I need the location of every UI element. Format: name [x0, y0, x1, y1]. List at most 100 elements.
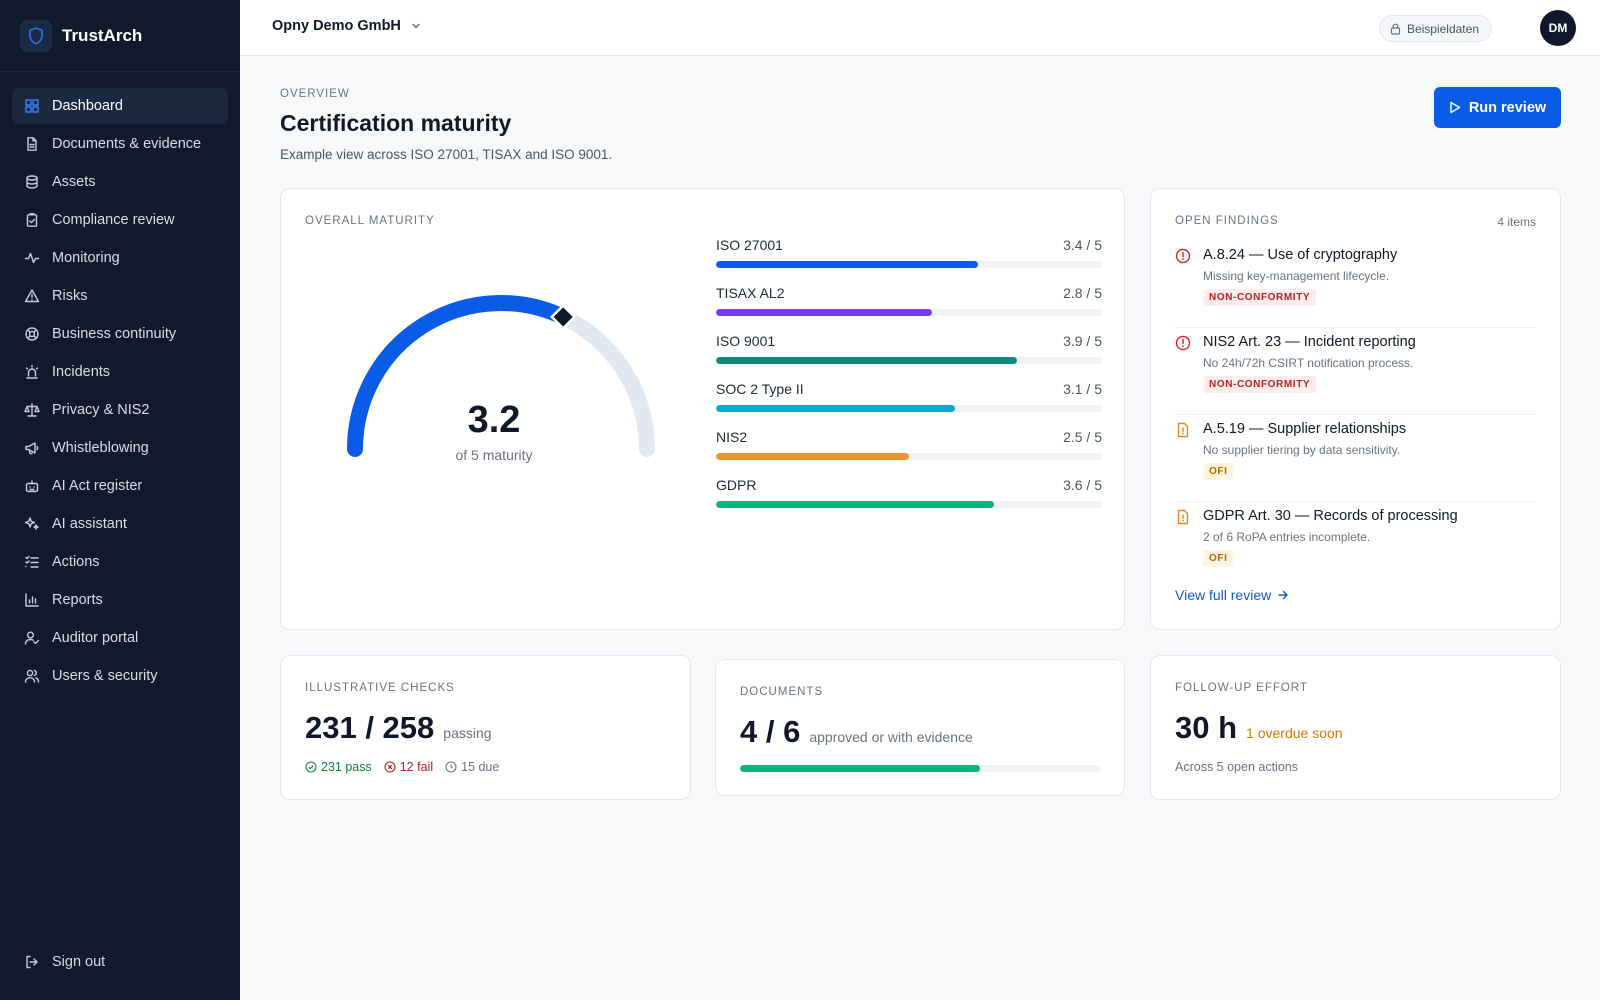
- finding-title: A.8.24 — Use of cryptography: [1203, 247, 1398, 263]
- documents-value: 4 / 6: [740, 714, 801, 749]
- sidebar-item-label: Compliance review: [52, 212, 175, 228]
- arrow-right-icon: [1278, 590, 1288, 600]
- framework-name: NIS2: [716, 429, 748, 445]
- framework-bar-track: [716, 309, 1102, 316]
- sidebar-item-label: Incidents: [52, 364, 111, 380]
- finding-item[interactable]: A.5.19 — Supplier relationships No suppl…: [1175, 415, 1536, 502]
- sidebar: TrustArch Dashboard Documents & evidence A…: [0, 0, 240, 1000]
- sidebar-item-label: Actions: [52, 554, 100, 570]
- sidebar-item-dashboard[interactable]: Dashboard: [12, 88, 228, 124]
- framework-score: 3.6 / 5: [1063, 477, 1102, 493]
- scale-icon: [24, 402, 40, 418]
- effort-value: 30 h: [1175, 710, 1238, 745]
- sidebar-item-auditor-portal[interactable]: Auditor portal: [12, 620, 228, 656]
- lifebuoy-icon: [24, 326, 40, 342]
- sidebar-item-label: Users & security: [52, 668, 158, 684]
- maturity-label: OVERALL MATURITY: [305, 215, 435, 227]
- framework-row: GDPR 3.6 / 5: [716, 477, 1102, 525]
- documents-progress-fill: [740, 765, 981, 772]
- page-subtitle: Example view across ISO 27001, TISAX and…: [280, 147, 613, 162]
- bot-icon: [24, 478, 40, 494]
- gauge-value: 3.2: [467, 399, 521, 441]
- sidebar-item-documents-evidence[interactable]: Documents & evidence: [12, 126, 228, 162]
- maturity-card: OVERALL MATURITY 3.2 of 5 maturity ISO 2…: [280, 188, 1125, 630]
- view-full-review-label: View full review: [1175, 587, 1272, 603]
- logout-icon: [24, 954, 40, 970]
- org-switcher[interactable]: Opny Demo GmbH: [272, 18, 421, 34]
- findings-count: 4 items: [1497, 215, 1536, 229]
- finding-description: No 24h/72h CSIRT notification process.: [1203, 356, 1414, 370]
- users-icon: [24, 668, 40, 684]
- framework-row: TISAX AL2 2.8 / 5: [716, 285, 1102, 333]
- effort-card: FOLLOW-UP EFFORT 30 h 1 overdue soon Acr…: [1150, 655, 1561, 800]
- finding-item[interactable]: GDPR Art. 30 — Records of processing 2 o…: [1175, 502, 1536, 589]
- sidebar-item-label: Risks: [52, 288, 88, 304]
- checks-fail-label: 12 fail: [399, 760, 434, 774]
- sidebar-item-privacy-nis2[interactable]: Privacy & NIS2: [12, 392, 228, 428]
- finding-badge: NON-CONFORMITY: [1203, 376, 1317, 393]
- avatar[interactable]: DM: [1540, 10, 1576, 46]
- checks-suffix: passing: [443, 725, 492, 741]
- signout-button[interactable]: Sign out: [12, 944, 228, 980]
- sidebar-item-label: Assets: [52, 174, 96, 190]
- finding-badge: OFI: [1203, 463, 1234, 480]
- siren-icon: [24, 364, 40, 380]
- framework-bar-track: [716, 261, 1102, 268]
- page-title: Certification maturity: [280, 110, 512, 136]
- sidebar-nav: Dashboard Documents & evidence Assets Compl…: [0, 72, 240, 694]
- finding-description: Missing key-management lifecycle.: [1203, 269, 1390, 283]
- framework-name: TISAX AL2: [716, 285, 785, 301]
- effort-note: Across 5 open actions: [1175, 760, 1298, 774]
- finding-badge: NON-CONFORMITY: [1203, 289, 1317, 306]
- view-full-review-link[interactable]: View full review: [1175, 587, 1289, 603]
- sidebar-item-assets[interactable]: Assets: [12, 164, 228, 200]
- database-icon: [24, 174, 40, 190]
- brand-name: TrustArch: [62, 25, 143, 45]
- finding-item[interactable]: NIS2 Art. 23 — Incident reporting No 24h…: [1175, 328, 1536, 415]
- run-review-button[interactable]: Run review: [1434, 87, 1561, 128]
- framework-score: 2.8 / 5: [1063, 285, 1102, 301]
- sidebar-item-whistleblowing[interactable]: Whistleblowing: [12, 430, 228, 466]
- framework-bar-fill: [716, 309, 933, 316]
- sidebar-item-monitoring[interactable]: Monitoring: [12, 240, 228, 276]
- sidebar-item-incidents[interactable]: Incidents: [12, 354, 228, 390]
- sidebar-item-users-security[interactable]: Users & security: [12, 658, 228, 694]
- finding-title: NIS2 Art. 23 — Incident reporting: [1203, 334, 1416, 350]
- framework-row: ISO 9001 3.9 / 5: [716, 333, 1102, 381]
- finding-badge: OFI: [1203, 550, 1234, 567]
- x-circle-icon: [384, 761, 396, 773]
- framework-bar-track: [716, 453, 1102, 460]
- documents-suffix: approved or with evidence: [809, 729, 973, 745]
- check-circle-icon: [305, 761, 317, 773]
- maturity-gauge: [347, 295, 655, 457]
- framework-name: ISO 27001: [716, 237, 783, 253]
- sidebar-item-reports[interactable]: Reports: [12, 582, 228, 618]
- sidebar-item-risks[interactable]: Risks: [12, 278, 228, 314]
- finding-title: GDPR Art. 30 — Records of processing: [1203, 508, 1458, 524]
- brand[interactable]: TrustArch: [0, 0, 240, 72]
- documents-progress-track: [740, 765, 1100, 772]
- gauge-marker: [550, 303, 577, 330]
- framework-bar-track: [716, 357, 1102, 364]
- framework-bar-track: [716, 405, 1102, 412]
- clock-icon: [445, 761, 457, 773]
- framework-row: NIS2 2.5 / 5: [716, 429, 1102, 477]
- framework-bar-fill: [716, 261, 979, 268]
- finding-description: No supplier tiering by data sensitivity.: [1203, 443, 1401, 457]
- lock-icon: [1390, 23, 1401, 35]
- sidebar-item-actions[interactable]: Actions: [12, 544, 228, 580]
- sidebar-item-label: Dashboard: [52, 98, 123, 114]
- sidebar-item-business-continuity[interactable]: Business continuity: [12, 316, 228, 352]
- file-warning-icon: [1177, 422, 1189, 438]
- framework-name: ISO 9001: [716, 333, 776, 349]
- sparkles-icon: [24, 516, 40, 532]
- documents-card: DOCUMENTS 4 / 6 approved or with evidenc…: [715, 659, 1125, 796]
- sidebar-item-label: Monitoring: [52, 250, 120, 266]
- checks-pass: 231 pass: [305, 760, 372, 774]
- finding-item[interactable]: A.8.24 — Use of cryptography Missing key…: [1175, 241, 1536, 328]
- effort-overdue: 1 overdue soon: [1246, 725, 1343, 741]
- sidebar-item-ai-assistant[interactable]: AI assistant: [12, 506, 228, 542]
- sidebar-item-ai-act-register[interactable]: AI Act register: [12, 468, 228, 504]
- sidebar-item-label: Auditor portal: [52, 630, 139, 646]
- sidebar-item-compliance-review[interactable]: Compliance review: [12, 202, 228, 238]
